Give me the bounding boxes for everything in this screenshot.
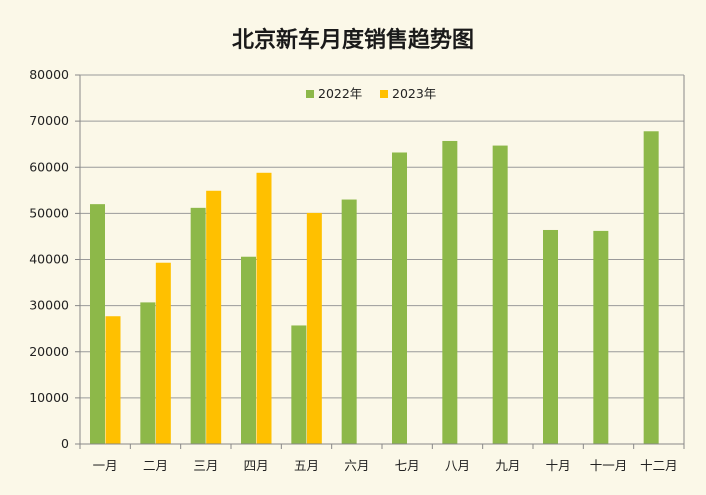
x-tick-label: 十月	[546, 458, 571, 473]
y-tick-label: 70000	[29, 113, 69, 128]
x-tick-label: 二月	[143, 458, 168, 473]
x-tick-label: 六月	[344, 458, 369, 473]
bar-2022-12	[643, 131, 659, 444]
bar-2023-1	[105, 316, 121, 444]
y-tick-label: 10000	[29, 390, 69, 405]
legend-label: 2023年	[392, 86, 436, 101]
bar-2022-10	[543, 229, 558, 444]
x-tick-label: 一月	[93, 458, 118, 473]
x-tick-label: 十二月	[640, 458, 678, 473]
y-tick-label: 30000	[29, 298, 69, 313]
bar-2023-2	[155, 262, 171, 444]
bar-2022-5	[291, 325, 307, 444]
legend-swatch	[380, 90, 388, 98]
x-tick-label: 十一月	[590, 458, 628, 473]
x-tick-label: 七月	[395, 458, 420, 473]
bar-2022-9	[492, 145, 508, 445]
x-tick-label: 八月	[445, 458, 470, 473]
y-tick-label: 40000	[29, 252, 69, 267]
y-tick-label: 80000	[29, 67, 69, 82]
axis-layer: 0 10000 20000 30000 40000 50000 60000 70000 8000…	[29, 67, 685, 473]
bar-2022-2	[140, 302, 156, 444]
bar-2022-7	[392, 152, 407, 445]
y-tick-label: 60000	[29, 159, 69, 174]
y-tick-label: 50000	[29, 205, 69, 220]
x-tick-label: 四月	[244, 458, 269, 473]
legend-swatch	[306, 90, 314, 98]
x-tick-label: 九月	[495, 458, 520, 473]
bar-2022-1	[90, 204, 105, 444]
bar-2022-11	[593, 230, 609, 444]
bar-2022-6	[341, 199, 357, 444]
legend-label: 2022年	[318, 86, 362, 101]
chart-title: 北京新车月度销售趋势图	[231, 28, 474, 53]
bars-layer	[90, 131, 659, 445]
x-tick-label: 三月	[193, 458, 218, 473]
bar-2023-5	[306, 212, 322, 444]
bar-2023-4	[256, 172, 272, 444]
y-tick-label: 20000	[29, 344, 69, 359]
bar-2022-3	[190, 207, 206, 444]
y-tick-label: 0	[61, 436, 69, 451]
bar-2022-4	[241, 256, 256, 444]
bar-2022-8	[442, 140, 458, 445]
x-tick-label: 五月	[294, 458, 319, 473]
legend: 2022年 2023年	[306, 86, 436, 101]
bar-2023-3	[206, 190, 222, 444]
